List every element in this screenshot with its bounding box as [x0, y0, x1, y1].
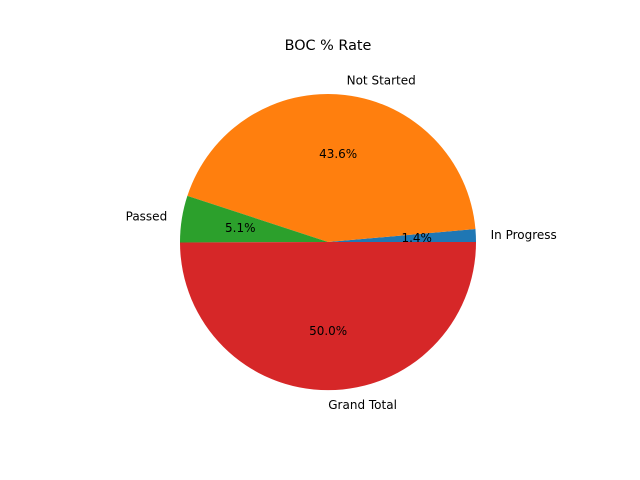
pie-slice-not-started [187, 93, 476, 243]
pie-label-grand-total: Grand Total [328, 398, 397, 412]
pie-label-not-started: Not Started [347, 73, 416, 87]
pie-label-passed: Passed [126, 210, 168, 224]
pie-pct-label-passed: 5.1% [225, 221, 256, 235]
chart-title: BOC % Rate [285, 38, 372, 54]
pie-pct-label-grand-total: 50.0% [309, 324, 347, 338]
pie-label-in-progress: In Progress [491, 228, 557, 242]
pie-slice-passed [179, 195, 328, 243]
pie-slice-grand-total [180, 242, 477, 391]
pie-slice-in-progress [328, 229, 477, 242]
pie-pct-label-in-progress: 1.4% [401, 231, 432, 245]
pie-slices [179, 93, 477, 391]
pie-labels: In Progress 1.4% Not Started 43.6% Passed 5.1… [126, 73, 557, 412]
pie-pct-label-not-started: 43.6% [319, 147, 357, 161]
